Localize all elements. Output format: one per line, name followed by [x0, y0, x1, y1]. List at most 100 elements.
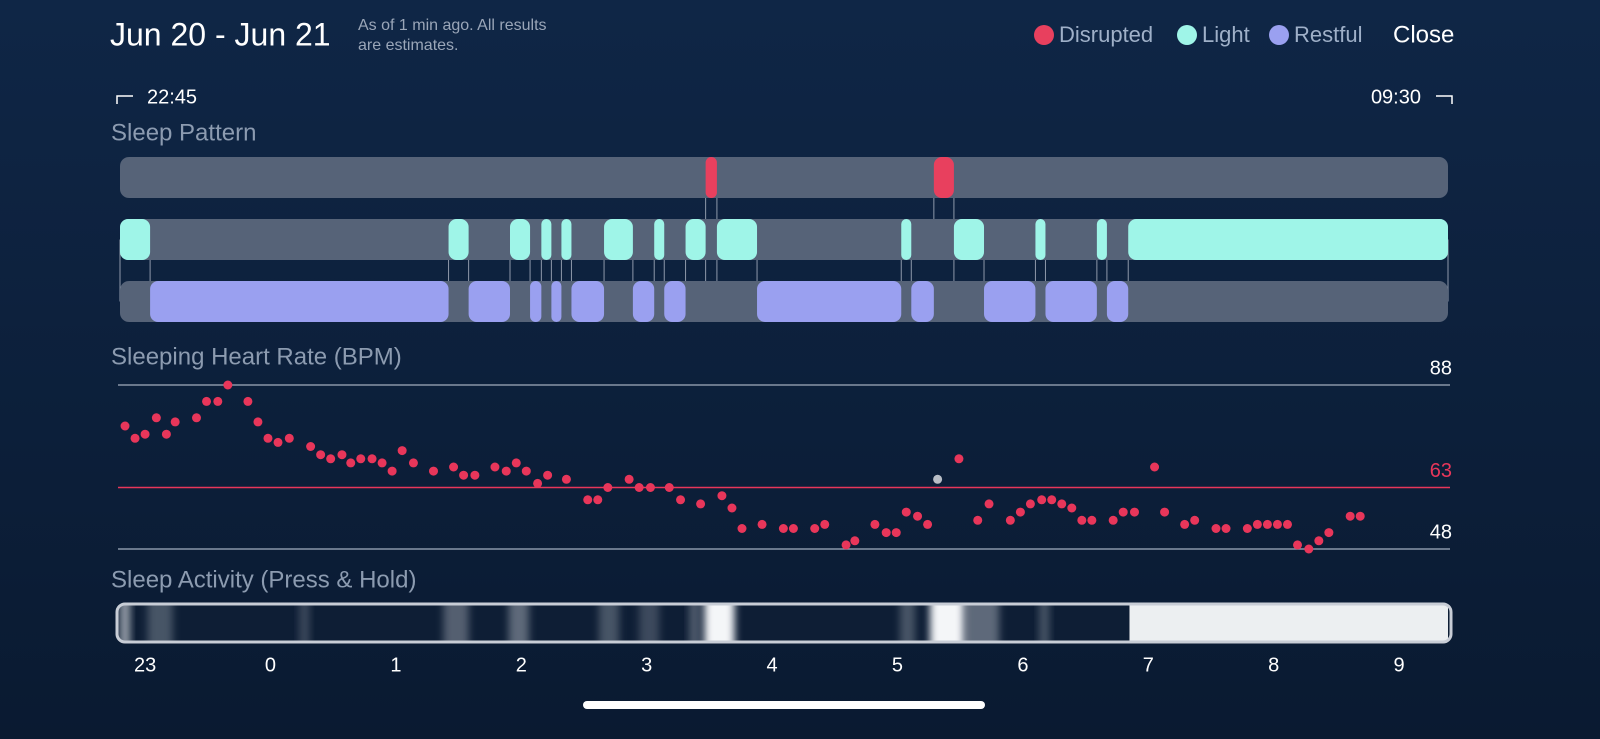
heart-rate-point [1015, 507, 1025, 517]
heart-rate-point [634, 483, 644, 492]
heart-rate-point [202, 396, 212, 406]
heart-rate-point [243, 396, 253, 406]
heart-rate-point [923, 519, 933, 529]
heart-rate-point [346, 458, 356, 468]
heart-rate-point [664, 483, 674, 492]
legend-swatch [1269, 25, 1289, 45]
activity-band [120, 604, 131, 642]
heart-rate-point [984, 499, 994, 509]
heart-rate-point [870, 519, 880, 529]
x-tick-label: 7 [1143, 654, 1154, 676]
sleep-segment [509, 219, 531, 260]
heart-rate-point [954, 454, 964, 464]
sleep-segment [1045, 281, 1097, 322]
activity-band [599, 604, 620, 642]
x-tick-label: 0 [265, 654, 276, 676]
heart-rate-point [645, 483, 655, 492]
heart-rate-point [140, 429, 150, 439]
close-button[interactable]: Close [1393, 21, 1454, 48]
range-bracket [1436, 95, 1453, 104]
subtitle: As of 1 min ago. All results [358, 17, 547, 34]
heart-rate-point [624, 474, 634, 484]
y-tick-label: 48 [1430, 521, 1452, 543]
heart-rate-point [449, 462, 459, 472]
average-label: 63 [1430, 460, 1452, 482]
heart-rate-point [387, 466, 397, 476]
heart-rate-point [788, 524, 798, 533]
sleep-segment [561, 219, 572, 260]
heart-rate-point [1252, 519, 1262, 529]
heart-rate-point [1067, 503, 1077, 513]
activity-band [299, 604, 310, 642]
legend-label: Light [1202, 22, 1250, 47]
activity-band [930, 604, 964, 642]
sleep-segment [150, 281, 449, 322]
section-title: Sleep Pattern [111, 119, 256, 146]
heart-rate-point [213, 396, 223, 406]
sleep-segment [1106, 281, 1129, 322]
heart-rate-point [263, 433, 273, 443]
sleep-segment [705, 157, 717, 198]
title: Jun 20 - Jun 21 [110, 16, 331, 52]
sleep-segment [551, 281, 562, 322]
activity-border [115, 602, 1453, 644]
subtitle: are estimates. [358, 37, 458, 54]
sleep-segment [685, 219, 706, 260]
heart-rate-point [1077, 515, 1087, 525]
heart-rate-point [151, 413, 161, 423]
heart-rate-point [543, 470, 553, 480]
heart-rate-point [850, 536, 860, 546]
heart-rate-point [1272, 519, 1282, 529]
heart-rate-point [1314, 536, 1324, 546]
section-title: Sleep Activity (Press & Hold) [111, 566, 416, 593]
x-tick-label: 9 [1394, 654, 1405, 676]
heart-rate-point [778, 524, 788, 533]
activity-band [1129, 604, 1448, 642]
sleep-segment [120, 219, 151, 260]
sleep-segment [1128, 219, 1448, 260]
heart-rate-point [1242, 524, 1252, 533]
x-tick-label: 6 [1017, 654, 1028, 676]
sleep-segment [1035, 219, 1046, 260]
sleep-segment [901, 219, 912, 260]
heart-rate-point [1047, 495, 1057, 505]
heart-rate-point [1160, 507, 1170, 517]
heart-rate-point [130, 433, 140, 443]
x-tick-label: 23 [134, 654, 156, 676]
sleep-segment [541, 219, 552, 260]
heart-rate-point [1221, 524, 1231, 533]
heart-rate-point [1118, 507, 1128, 517]
sleep-segment [632, 281, 655, 322]
heart-rate-point [191, 413, 201, 423]
heart-rate-point [1025, 499, 1035, 509]
x-tick-label: 2 [516, 654, 527, 676]
heart-rate-point [459, 470, 469, 480]
heart-rate-point [367, 454, 377, 464]
activity-band [508, 604, 529, 642]
sleep-segment [448, 219, 469, 260]
heart-rate-point [337, 450, 347, 460]
sleep-segment [911, 281, 934, 322]
activity-band [443, 604, 469, 642]
heart-rate-point [881, 528, 891, 538]
heart-rate-point [377, 458, 387, 468]
heart-rate-point [490, 462, 500, 472]
heart-rate-point [696, 499, 706, 509]
sleep-segment [757, 281, 902, 322]
heart-rate-point [316, 450, 326, 460]
activity-band [147, 604, 173, 642]
heart-rate-point [583, 495, 593, 505]
heart-rate-point [1282, 519, 1292, 529]
heart-rate-point [1129, 507, 1139, 517]
heart-rate-point [273, 437, 283, 447]
heart-rate-point [757, 519, 767, 529]
legend-label: Disrupted [1059, 22, 1153, 47]
activity-band [1039, 604, 1050, 642]
activity-bands [120, 604, 1448, 642]
heart-rate-point [737, 524, 747, 533]
sleep-segment [984, 281, 1036, 322]
heart-rate-point [521, 466, 531, 476]
heart-rate-point [1355, 511, 1365, 521]
section-title: Sleeping Heart Rate (BPM) [111, 343, 402, 370]
